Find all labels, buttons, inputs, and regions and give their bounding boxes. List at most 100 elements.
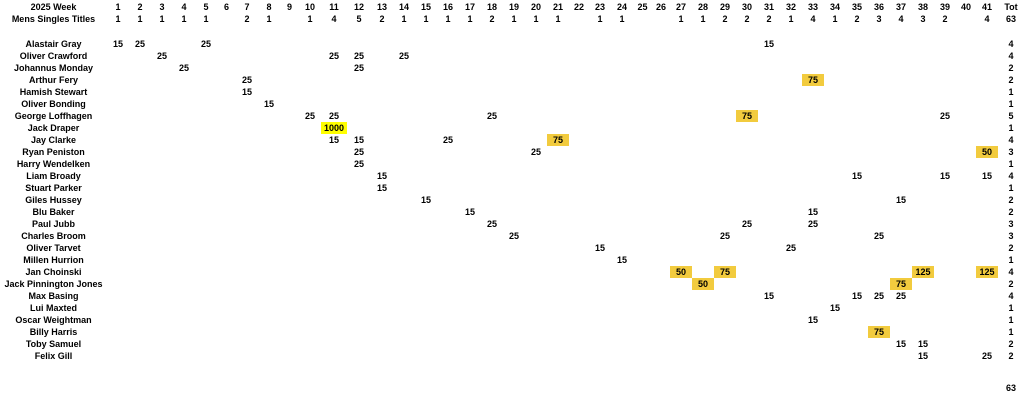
empty-cell <box>393 382 415 394</box>
points-cell <box>611 314 633 326</box>
player-total: 3 <box>1008 231 1014 241</box>
points-cell <box>780 254 802 266</box>
points-cell <box>525 194 547 206</box>
points-cell <box>670 218 692 230</box>
week-header: 2 <box>137 2 143 12</box>
points-cell <box>670 134 692 146</box>
points-cell <box>481 170 503 182</box>
points-cell <box>824 266 846 278</box>
points-cell <box>347 290 371 302</box>
points-cell <box>217 338 236 350</box>
points-cell <box>299 254 321 266</box>
week-header: 15 <box>420 2 431 12</box>
points-cell <box>736 302 758 314</box>
points-cell <box>569 302 589 314</box>
player-row: Jay Clarke 15 15 25 75 4 <box>0 134 1024 146</box>
week-header: 35 <box>851 2 862 12</box>
points-cell <box>846 110 868 122</box>
points-cell <box>236 122 258 134</box>
points-cell <box>611 50 633 62</box>
points-cell <box>415 242 437 254</box>
points-cell <box>236 50 258 62</box>
points-cell <box>802 146 824 158</box>
points-cell <box>393 302 415 314</box>
points-cell <box>890 266 912 278</box>
points-cell <box>692 326 714 338</box>
points-cell <box>415 278 437 290</box>
points-cell <box>437 62 459 74</box>
points-cell <box>780 338 802 350</box>
points-cell <box>347 182 371 194</box>
points-cell <box>415 110 437 122</box>
grand-total-label-cell <box>0 382 107 394</box>
points-cell <box>547 74 569 86</box>
player-total: 1 <box>1008 315 1014 325</box>
player-name: Max Basing <box>28 291 79 301</box>
player-row: Oliver Tarvet 15 25 2 <box>0 242 1024 254</box>
points-cell <box>173 194 195 206</box>
points-cell <box>652 206 670 218</box>
points-cell <box>611 134 633 146</box>
points-cell <box>652 86 670 98</box>
points-cell <box>525 218 547 230</box>
points-cell <box>280 242 299 254</box>
points-cell <box>736 242 758 254</box>
points-cell <box>912 134 934 146</box>
points-cell <box>868 182 890 194</box>
points-cell <box>956 290 976 302</box>
points-cell: 25 <box>873 291 884 301</box>
points-cell <box>173 134 195 146</box>
player-row: Stuart Parker 15 1 <box>0 182 1024 194</box>
points-cell <box>299 338 321 350</box>
points-cell <box>670 278 692 290</box>
points-cell <box>890 182 912 194</box>
points-cell <box>976 242 998 254</box>
points-cell <box>802 62 824 74</box>
points-cell <box>437 218 459 230</box>
points-cell <box>503 326 525 338</box>
points-cell <box>547 98 569 110</box>
empty-cell <box>459 382 481 394</box>
points-cell <box>780 62 802 74</box>
points-cell <box>569 62 589 74</box>
points-cell <box>107 182 129 194</box>
player-total: 5 <box>1008 111 1014 121</box>
points-cell <box>525 110 547 122</box>
points-cell <box>280 230 299 242</box>
points-cell <box>670 146 692 158</box>
points-cell <box>611 350 633 362</box>
week-header: 13 <box>376 2 387 12</box>
points-cell <box>371 194 393 206</box>
points-cell <box>633 242 652 254</box>
points-cell <box>481 122 503 134</box>
points-cell <box>912 206 934 218</box>
points-cell <box>633 158 652 170</box>
points-cell <box>692 350 714 362</box>
player-name: Lui Maxted <box>29 303 77 313</box>
points-cell <box>934 182 956 194</box>
player-total: 4 <box>1008 51 1014 61</box>
points-cell <box>824 146 846 158</box>
points-cell <box>525 122 547 134</box>
points-cell <box>846 230 868 242</box>
points-cell <box>236 194 258 206</box>
points-cell <box>299 170 321 182</box>
points-cell: 25 <box>304 111 315 121</box>
points-cell <box>459 122 481 134</box>
points-cell <box>525 350 547 362</box>
points-cell <box>670 230 692 242</box>
points-cell: 25 <box>353 63 364 73</box>
points-cell <box>151 350 173 362</box>
points-cell <box>547 62 569 74</box>
points-cell <box>459 38 481 50</box>
points-cell <box>736 194 758 206</box>
points-cell <box>868 242 890 254</box>
empty-cell <box>371 382 393 394</box>
points-cell <box>846 98 868 110</box>
points-cell <box>758 266 780 278</box>
points-cell <box>611 146 633 158</box>
points-cell <box>802 254 824 266</box>
points-cell <box>569 170 589 182</box>
points-cell <box>280 326 299 338</box>
points-cell <box>652 314 670 326</box>
